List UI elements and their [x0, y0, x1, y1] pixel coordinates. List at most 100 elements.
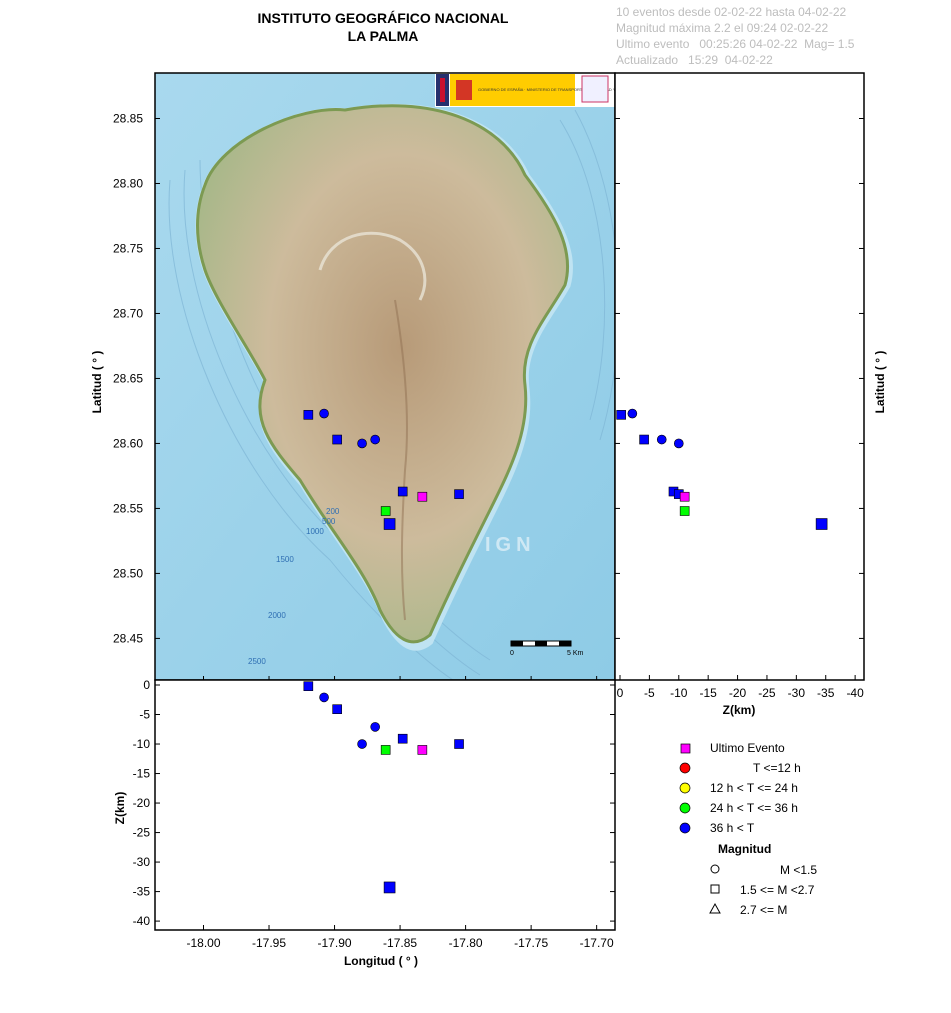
z-tick-label-right: -35: [817, 686, 835, 700]
lon-tick-label: -17.95: [252, 936, 286, 950]
legend-latest-swatch: [680, 743, 691, 754]
z-tick-label-right: -10: [670, 686, 688, 700]
z-tick-label-bottom: -40: [133, 914, 151, 928]
legend-24-36h-label: 24 h < T <= 36 h: [710, 801, 798, 815]
lat-tick-label: 28.55: [113, 501, 143, 515]
event-point-lon-depth: [454, 739, 464, 749]
event-point-depth-lat: [679, 491, 690, 502]
axes-layer: 28.85 28.80 28.75 28.70 28.65 28.60 28.55 28.50…: [113, 111, 864, 950]
lon-tick-label: -17.85: [383, 936, 417, 950]
event-point-depth-lat: [673, 438, 684, 449]
legend-mag-circle-icon: [710, 864, 720, 874]
legend-latest-label: Ultimo Evento: [710, 741, 785, 755]
ign-watermark: IGN: [485, 534, 536, 556]
z-tick-label-bottom: -15: [133, 767, 151, 781]
z-tick-label-bottom: -35: [133, 885, 151, 899]
title-line-1: INSTITUTO GEOGRÁFICO NACIONAL: [257, 10, 509, 26]
event-point-lon-depth: [417, 745, 428, 755]
z-axis-title-bottom: Z(km): [113, 792, 127, 825]
z-tick-label-bottom: 0: [143, 678, 150, 692]
event-point-map: [319, 408, 329, 419]
event-point-lon-depth: [303, 681, 314, 691]
info-line-3: Ultimo evento 00:25:26 04-02-22 Mag= 1.5: [616, 37, 855, 51]
lon-tick-label: -18.00: [186, 936, 220, 950]
event-point-map: [357, 438, 367, 449]
scale-end-label: 5 Km: [567, 650, 584, 657]
lat-tick-label: 28.80: [113, 176, 143, 190]
cumbre-vieja-ridge: [394, 299, 408, 621]
logo-text: GOBIERNO DE ESPAÑA · MINISTERIO DE TRANS…: [478, 87, 651, 92]
legend-mag-square-icon: [710, 884, 720, 894]
contour-label-200: 200: [326, 507, 340, 516]
event-point-lon-depth: [332, 704, 342, 715]
info-line-4: Actualizado 15:29 04-02-22: [616, 53, 773, 67]
lat-tick-label: 28.75: [113, 241, 143, 255]
lat-tick-label: 28.60: [113, 436, 143, 450]
legend: Ultimo Evento T <=12 h 12 h < T <= 24 h …: [679, 741, 817, 917]
z-tick-label-right: -25: [758, 686, 776, 700]
y-axis-title-left: Latitud ( ° ): [90, 351, 104, 414]
event-point-map: [397, 486, 408, 497]
event-point-depth-lat: [656, 434, 667, 445]
legend-le12h-label: T <=12 h: [753, 761, 801, 775]
event-point-map: [383, 518, 396, 530]
legend-12-24h-swatch: [679, 782, 691, 794]
z-tick-label-bottom: -20: [133, 796, 151, 810]
event-point-depth-lat: [815, 518, 828, 530]
event-point-map: [303, 410, 314, 420]
title-line-2: LA PALMA: [347, 28, 419, 44]
legend-gt36h-swatch: [679, 822, 691, 834]
chart-title: INSTITUTO GEOGRÁFICO NACIONAL LA PALMA: [200, 10, 566, 44]
legend-le12h-swatch: [679, 762, 691, 774]
z-tick-label-bottom: -30: [133, 855, 151, 869]
lat-tick-label: 28.65: [113, 371, 143, 385]
lon-tick-label: -17.70: [580, 936, 614, 950]
event-point-lon-depth: [357, 739, 367, 749]
scale-bar: 0 5 Km: [510, 640, 584, 657]
z-tick-label-bottom: -5: [139, 708, 150, 722]
z-tick-label-right: 0: [617, 686, 624, 700]
event-point-depth-lat: [616, 410, 626, 420]
z-tick-label-right: -20: [729, 686, 747, 700]
legend-mag-triangle-icon: [709, 902, 721, 914]
legend-gt36h-label: 36 h < T: [710, 821, 755, 835]
info-line-2: Magnitud máxima 2.2 el 09:24 02-02-22: [616, 21, 829, 35]
lat-tick-label: 28.85: [113, 111, 143, 125]
event-point-depth-lat: [679, 506, 690, 516]
contour-label-2000: 2000: [268, 611, 286, 620]
legend-24-36h-swatch: [679, 802, 691, 814]
event-point-lon-depth: [380, 745, 391, 755]
legend-mag1-label: M <1.5: [780, 863, 817, 877]
lat-tick-label: 28.50: [113, 566, 143, 580]
lon-tick-label: -17.75: [514, 936, 548, 950]
legend-magnitude-title: Magnitud: [718, 842, 771, 856]
info-line-1: 10 eventos desde 02-02-22 hasta 04-02-22: [616, 5, 847, 19]
marks-layer: [303, 408, 828, 894]
event-point-depth-lat: [639, 434, 649, 445]
event-point-depth-lat: [627, 408, 638, 419]
z-tick-label-bottom: -10: [133, 737, 151, 751]
legend-12-24h-label: 12 h < T <= 24 h: [710, 781, 798, 795]
z-tick-label-right: -30: [788, 686, 806, 700]
x-axis-title: Longitud ( ° ): [344, 954, 418, 968]
z-tick-label-bottom: -25: [133, 826, 151, 840]
caldera-rim: [318, 231, 427, 301]
map-panel: IGN 200 500 1000 1500 2000 2500 0 5 Km: [154, 72, 651, 681]
lon-tick-label: -17.90: [318, 936, 352, 950]
z-tick-label-right: -5: [644, 686, 655, 700]
depth-lat-panel: [614, 72, 865, 681]
z-tick-label-right: -40: [846, 686, 864, 700]
contour-label-1000: 1000: [306, 527, 324, 536]
lat-tick-label: 28.45: [113, 631, 143, 645]
contour-label-500: 500: [322, 517, 336, 526]
z-axis-title-right: Z(km): [723, 703, 756, 717]
z-tick-label-right: -15: [699, 686, 717, 700]
legend-mag2-label: 1.5 <= M <2.7: [740, 883, 815, 897]
island-land: [196, 104, 570, 644]
event-point-lon-depth: [370, 722, 380, 732]
event-point-map: [332, 434, 342, 445]
event-point-lon-depth: [383, 881, 396, 894]
lon-tick-label: -17.80: [449, 936, 483, 950]
legend-mag3-label: 2.7 <= M: [740, 903, 787, 917]
